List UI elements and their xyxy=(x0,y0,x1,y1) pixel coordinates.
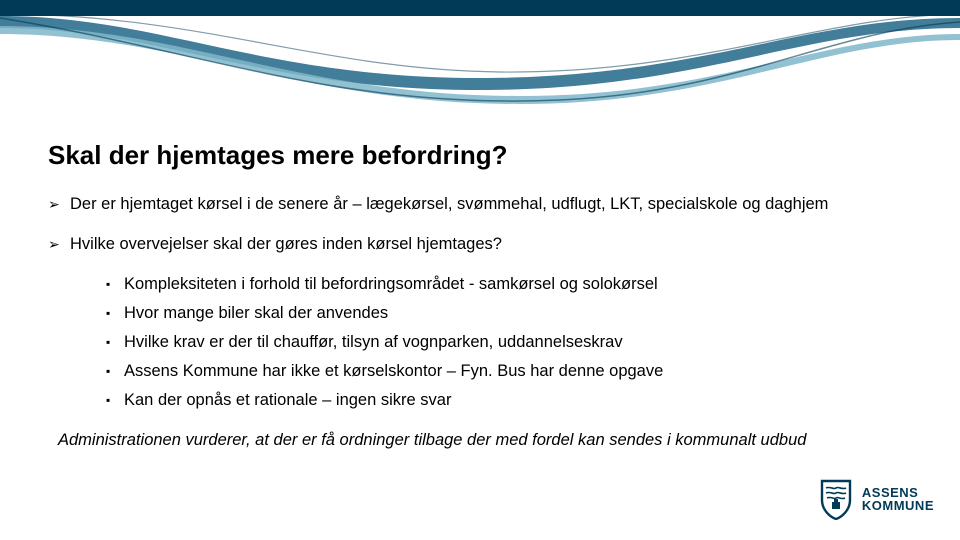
arrow-marker-icon: ➢ xyxy=(48,193,70,215)
bullet-text: Hvilke overvejelser skal der gøres inden… xyxy=(70,233,912,255)
bullet-text: Hvor mange biler skal der anvendes xyxy=(124,302,912,324)
sub-bullet-list: ▪ Kompleksiteten i forhold til befordrin… xyxy=(106,273,912,411)
bullet-lvl1: ➢ Hvilke overvejelser skal der gøres ind… xyxy=(48,233,912,255)
bullet-text: Kan der opnås et rationale – ingen sikre… xyxy=(124,389,912,411)
logo-text: ASSENS KOMMUNE xyxy=(862,486,934,512)
arrow-marker-icon: ➢ xyxy=(48,233,70,255)
slide: Skal der hjemtages mere befordring? ➢ De… xyxy=(0,0,960,540)
square-marker-icon: ▪ xyxy=(106,360,124,382)
square-marker-icon: ▪ xyxy=(106,389,124,411)
wave-svg xyxy=(0,0,960,130)
bullet-text: Kompleksiteten i forhold til befordrings… xyxy=(124,273,912,295)
square-marker-icon: ▪ xyxy=(106,331,124,353)
square-marker-icon: ▪ xyxy=(106,273,124,295)
slide-title: Skal der hjemtages mere befordring? xyxy=(48,140,912,171)
bullet-lvl2: ▪ Assens Kommune har ikke et kørselskont… xyxy=(106,360,912,382)
bullet-lvl2: ▪ Kan der opnås et rationale – ingen sik… xyxy=(106,389,912,411)
shield-icon xyxy=(818,478,854,520)
bullet-lvl2: ▪ Kompleksiteten i forhold til befordrin… xyxy=(106,273,912,295)
bullet-lvl1: ➢ Der er hjemtaget kørsel i de senere år… xyxy=(48,193,912,215)
bullet-text: Assens Kommune har ikke et kørselskontor… xyxy=(124,360,912,382)
square-marker-icon: ▪ xyxy=(106,302,124,324)
bullet-text: Hvilke krav er der til chauffør, tilsyn … xyxy=(124,331,912,353)
bullet-text: Der er hjemtaget kørsel i de senere år –… xyxy=(70,193,912,215)
content-area: Skal der hjemtages mere befordring? ➢ De… xyxy=(48,140,912,450)
logo-line2: KOMMUNE xyxy=(862,499,934,512)
bullet-lvl2: ▪ Hvilke krav er der til chauffør, tilsy… xyxy=(106,331,912,353)
bullet-lvl2: ▪ Hvor mange biler skal der anvendes xyxy=(106,302,912,324)
conclusion-text: Administrationen vurderer, at der er få … xyxy=(58,431,912,450)
decorative-waves xyxy=(0,0,960,130)
assens-kommune-logo: ASSENS KOMMUNE xyxy=(818,478,934,520)
